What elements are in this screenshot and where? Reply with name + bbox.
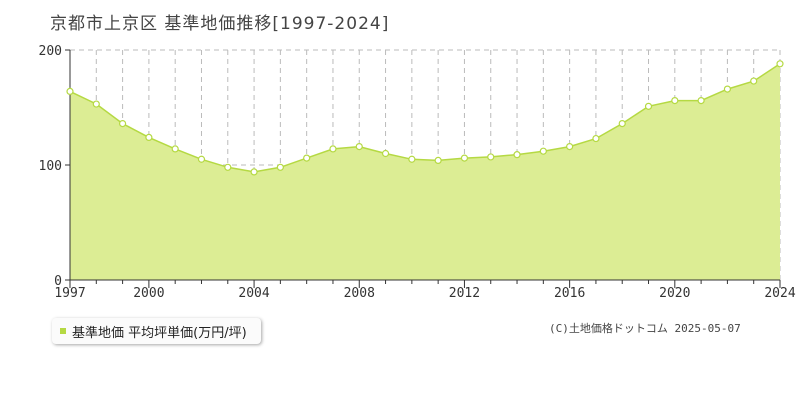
y-tick-label: 200 [39,44,62,59]
data-point [776,60,784,68]
data-point [355,143,363,151]
data-point [671,96,679,105]
x-tick-label: 2020 [659,286,690,301]
data-point [723,85,732,93]
data-point [118,119,127,128]
data-point [145,133,153,141]
x-tick-label: 2004 [238,286,269,301]
data-point [171,145,179,153]
data-point [750,77,758,85]
tick-labels: 0 100 200 1997 2000 2004 2008 2012 2016 2020 2024 [39,44,796,301]
legend-swatch [60,328,66,334]
series-area [70,63,780,280]
x-tick-label: 2008 [344,286,375,301]
x-tick-label: 1997 [54,286,85,301]
data-point [539,147,547,155]
x-tick-label: 2012 [449,286,480,301]
data-point [434,156,442,164]
legend: 基準地価 平均坪単価(万円/坪) [52,318,261,344]
data-point [224,163,232,171]
data-point [513,151,521,159]
data-point [197,155,206,163]
y-tick-label: 0 [54,274,62,289]
data-point [250,168,258,176]
data-point [92,100,100,108]
data-point [592,134,600,143]
legend-label: 基準地価 平均坪単価(万円/坪) [72,325,247,341]
data-point [566,143,574,151]
series-line [69,63,781,173]
data-point [487,153,495,161]
data-point [644,102,653,110]
data-point [66,87,74,96]
x-tick-label: 2000 [133,286,164,301]
data-point [276,163,284,171]
data-point [381,149,390,158]
x-tick-label: 2024 [764,286,795,301]
data-point [329,145,337,153]
copyright-text: (C)土地価格ドットコム 2025-05-07 [549,322,741,335]
chart-title: 京都市上京区 基準地価推移[1997-2024] [50,14,390,34]
series-markers [66,60,784,176]
x-tick-label: 2016 [554,286,585,301]
data-point [460,154,469,162]
y-tick-label: 100 [39,159,62,174]
data-point [408,155,416,163]
data-point [697,96,705,105]
data-point [303,154,311,162]
data-point [618,119,626,128]
